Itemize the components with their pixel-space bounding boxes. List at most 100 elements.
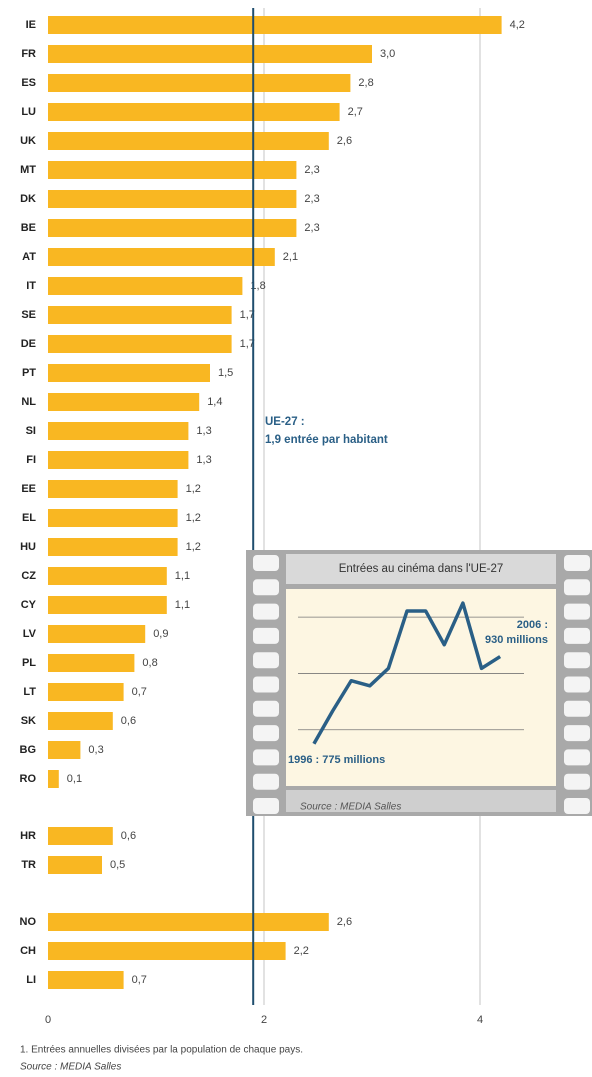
annotation: 2006 :: [517, 619, 548, 631]
category-label: AT: [22, 251, 36, 263]
category-label: LT: [23, 686, 36, 698]
value-label: 1,4: [207, 396, 222, 408]
bar: [48, 509, 178, 527]
value-label: 0,6: [121, 830, 136, 842]
bar: [48, 567, 167, 585]
category-label: PL: [22, 657, 36, 669]
value-label: 0,3: [88, 744, 103, 756]
category-label: FR: [21, 48, 36, 60]
value-label: 0,8: [142, 657, 157, 669]
value-label: 2,1: [283, 251, 298, 263]
inset: Entrées au cinéma dans l'UE-27 Source : M…: [246, 550, 592, 816]
annotation: 1,9 entrée par habitant: [265, 434, 388, 446]
sprocket-hole: [564, 798, 590, 814]
sprocket-hole: [253, 676, 279, 693]
bar: [48, 770, 59, 788]
value-label: 1,7: [240, 309, 255, 321]
bar: [48, 538, 178, 556]
category-label: NO: [20, 916, 37, 928]
sprocket-hole: [253, 773, 279, 790]
value-label: 1,1: [175, 570, 190, 582]
value-label: 2,3: [304, 164, 319, 176]
category-label: IT: [26, 280, 36, 292]
bar: [48, 335, 232, 353]
value-label: 1,1: [175, 599, 190, 611]
category-label: RO: [20, 773, 37, 785]
bar: [48, 625, 146, 643]
line: [312, 601, 502, 745]
category-label: CY: [21, 599, 37, 611]
bar: [48, 248, 275, 266]
sprocket-hole: [564, 773, 590, 790]
bar: [48, 741, 81, 759]
category-label: EE: [21, 483, 36, 495]
sprocket-hole: [564, 700, 590, 717]
bar: [48, 45, 372, 63]
value-label: 0,7: [132, 974, 147, 986]
inset-title: Entrées au cinéma dans l'UE-27: [339, 563, 504, 575]
value-label: 3,0: [380, 48, 395, 60]
value-label: 0,9: [153, 628, 168, 640]
sprocket-hole: [564, 627, 590, 644]
value-label: 2,8: [358, 77, 373, 89]
category-label: BE: [21, 222, 36, 234]
category-label: TR: [21, 859, 36, 871]
footnote: 1. Entrées annuelles divisées par la pop…: [20, 1045, 303, 1056]
value-label: 1,2: [186, 512, 201, 524]
sprocket-hole: [253, 652, 279, 669]
bar: [48, 190, 297, 208]
sprocket-hole: [564, 603, 590, 620]
sprocket-hole: [253, 627, 279, 644]
sprocket-hole: [564, 749, 590, 766]
bar: [48, 654, 135, 672]
category-label: SI: [26, 425, 36, 437]
sprocket-hole: [564, 555, 590, 571]
value-label: 1,2: [186, 483, 201, 495]
bar: [48, 683, 124, 701]
bar: [48, 103, 340, 121]
x-tick-label: 2: [261, 1014, 267, 1026]
bar: [48, 16, 502, 34]
annotation: 1996 : 775 millions: [288, 754, 385, 766]
category-label: SK: [21, 715, 36, 727]
sprocket-hole: [253, 725, 279, 742]
value-label: 1,2: [186, 541, 201, 553]
sprocket-hole: [564, 652, 590, 669]
bar: [48, 161, 297, 179]
value-label: 1,3: [196, 454, 211, 466]
category-label: MT: [20, 164, 36, 176]
sprocket-hole: [253, 700, 279, 717]
title-band: [286, 554, 556, 584]
sprocket-hole: [253, 603, 279, 620]
annotation: 930 millions: [485, 634, 548, 646]
value-label: 2,7: [348, 106, 363, 118]
value-label: 4,2: [510, 19, 525, 31]
category-label: CZ: [21, 570, 36, 582]
category-label: NL: [21, 396, 36, 408]
bar: [48, 277, 243, 295]
category-label: BG: [20, 744, 37, 756]
bar: [48, 712, 113, 730]
category-label: PT: [22, 367, 36, 379]
x-tick-label: 0: [45, 1014, 51, 1026]
plot-area: [286, 589, 556, 786]
sprocket-hole: [564, 725, 590, 742]
value-label: 0,6: [121, 715, 136, 727]
value-label: 1,3: [196, 425, 211, 437]
category-label: LV: [23, 628, 37, 640]
source-band: [286, 790, 556, 812]
sprocket-hole: [253, 555, 279, 571]
sprocket-hole: [253, 579, 279, 596]
sprocket-hole: [564, 579, 590, 596]
bar: [48, 219, 297, 237]
bar: [48, 942, 286, 960]
category-label: DK: [20, 193, 36, 205]
value-label: 1,8: [250, 280, 265, 292]
value-label: 2,3: [304, 222, 319, 234]
sprocket-hole: [564, 676, 590, 693]
bar: [48, 364, 210, 382]
bar: [48, 74, 351, 92]
category-label: LU: [21, 106, 36, 118]
sprocket-hole: [253, 749, 279, 766]
